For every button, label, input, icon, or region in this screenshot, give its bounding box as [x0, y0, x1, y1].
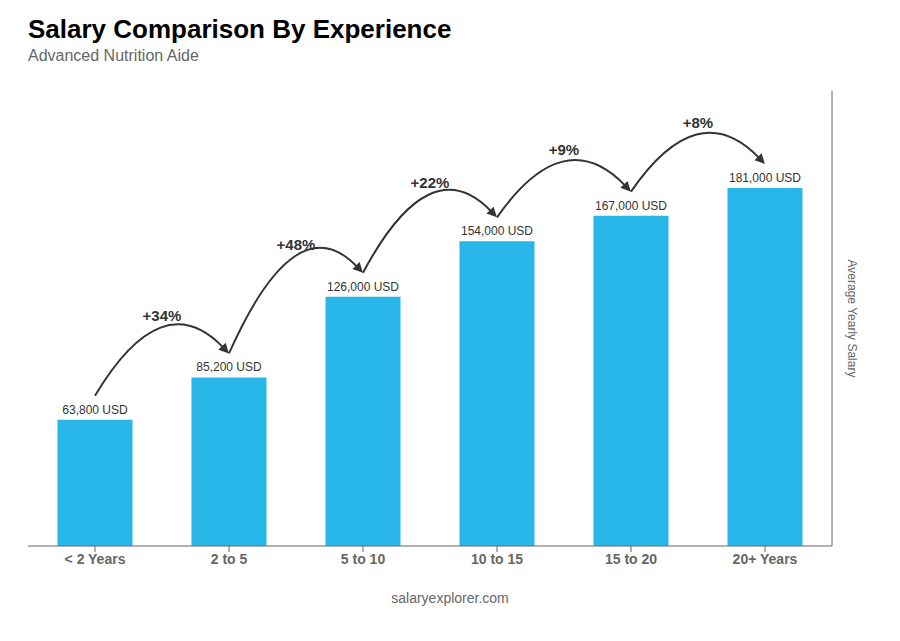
html-text:Salary Comparison By Experienc: Salary Comparison By Experience — [28, 14, 452, 44]
svg-text:Average Yearly Salary: Average Yearly Salary — [845, 260, 859, 378]
svg-text:+48%: +48% — [277, 236, 316, 253]
svg-text:20+ Years: 20+ Years — [733, 551, 798, 567]
svg-text:2 to 5: 2 to 5 — [211, 551, 248, 567]
svg-text:15 to 20: 15 to 20 — [605, 551, 657, 567]
svg-text:181,000 USD: 181,000 USD — [729, 171, 801, 185]
svg-text:85,200 USD: 85,200 USD — [196, 360, 262, 374]
svg-text:+8%: +8% — [683, 114, 713, 131]
svg-text:126,000 USD: 126,000 USD — [327, 280, 399, 294]
svg-text:5 to 10: 5 to 10 — [341, 551, 386, 567]
svg-text:+22%: +22% — [411, 174, 450, 191]
html-text:Advanced Nutrition Aide: Advanced Nutrition Aide — [28, 47, 199, 64]
html-text:salaryexplorer.com: salaryexplorer.com — [391, 590, 509, 606]
svg-text:10 to 15: 10 to 15 — [471, 551, 523, 567]
svg-text:< 2 Years: < 2 Years — [65, 551, 126, 567]
svg-text:+9%: +9% — [549, 141, 579, 158]
svg-text:167,000 USD: 167,000 USD — [595, 199, 667, 213]
svg-text:63,800 USD: 63,800 USD — [62, 403, 128, 417]
svg-text:+34%: +34% — [143, 307, 182, 324]
svg-text:154,000 USD: 154,000 USD — [461, 224, 533, 238]
